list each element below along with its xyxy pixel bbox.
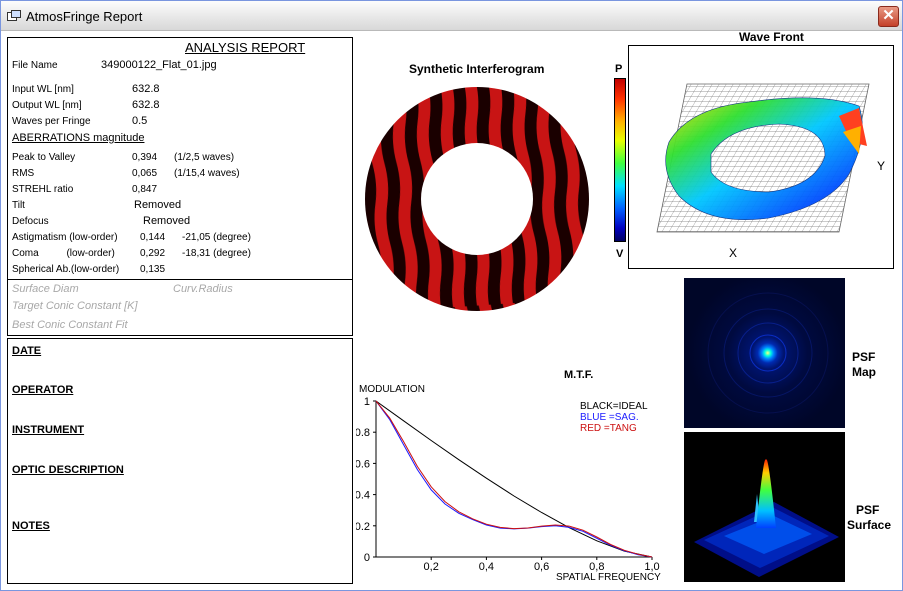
psf-map-image	[684, 278, 845, 428]
interferogram-title: Synthetic Interferogram	[409, 62, 545, 76]
rms-label: RMS	[12, 168, 35, 179]
report-divider	[8, 279, 352, 280]
report-heading: ANALYSIS REPORT	[185, 40, 306, 55]
waves-value: 0.5	[132, 115, 148, 127]
info-panel: DATE OPERATOR INSTRUMENT OPTIC DESCRIPTI…	[7, 338, 353, 584]
input-wl-label: Input WL [nm]	[12, 84, 74, 95]
wavefront-y-label: Y	[877, 159, 885, 173]
mtf-series-tang	[375, 400, 653, 558]
operator-label: OPERATOR	[12, 384, 74, 396]
wavefront-x-label: X	[729, 246, 737, 260]
astig-label: Astigmatism (low-order)	[12, 232, 118, 243]
mtf-y-tick-label: 0.8	[356, 427, 370, 439]
defocus-value: Removed	[143, 215, 191, 227]
app-icon	[7, 10, 21, 21]
wavefront-panel: X Y	[628, 45, 894, 269]
mtf-y-tick-label: 0.4	[356, 490, 370, 502]
mtf-x-tick-label: 0,6	[534, 561, 549, 573]
waves-label: Waves per Fringe	[12, 116, 91, 127]
mtf-x-tick-label: 1,0	[644, 561, 659, 573]
mtf-y-tick-label: 1	[364, 396, 370, 408]
optic-description-label: OPTIC DESCRIPTION	[12, 464, 124, 476]
mtf-legend-entry: RED =TANG	[580, 423, 637, 434]
mtf-x-tick-label: 0,2	[424, 561, 439, 573]
close-icon: ✕	[882, 7, 895, 24]
mtf-title: M.T.F.	[564, 369, 593, 381]
mtf-x-tick-label: 0,8	[589, 561, 604, 573]
psf-surface-label-2: Surface	[847, 518, 892, 532]
coma-degree: -18,31 (degree)	[182, 248, 251, 259]
aberrations-heading: ABERRATIONS magnitude	[12, 132, 145, 144]
mtf-y-axis-label: MODULATION	[359, 384, 425, 395]
analysis-report-panel: ANALYSIS REPORT File Name 349000122_Flat…	[7, 37, 353, 336]
colorbar-bottom-label: V	[616, 248, 624, 260]
colorbar	[614, 78, 626, 242]
rms-value: 0,065	[132, 168, 158, 179]
window-title: AtmosFringe Report	[26, 9, 143, 24]
psf-surface-label-1: PSF	[856, 503, 880, 517]
interferogram-image	[363, 85, 591, 313]
wavefront-title: Wave Front	[739, 30, 804, 44]
output-wl-label: Output WL [nm]	[12, 100, 82, 111]
coma-value: 0,292	[140, 248, 166, 259]
spherical-value: 0,135	[140, 264, 166, 275]
mtf-y-tick-label: 0	[364, 552, 370, 564]
colorbar-top-label: P	[615, 63, 623, 75]
ptv-value: 0,394	[132, 152, 158, 163]
mtf-x-axis-label: SPATIAL FREQUENCY	[556, 572, 661, 583]
strehl-label: STREHL ratio	[12, 184, 74, 195]
psf-surface-image	[684, 432, 845, 582]
curv-radius-label: Curv.Radius	[173, 283, 233, 295]
file-name-value: 349000122_Flat_01.jpg	[101, 59, 217, 71]
ptv-waves: (1/2,5 waves)	[174, 152, 235, 163]
strehl-value: 0,847	[132, 184, 158, 195]
notes-label: NOTES	[12, 520, 50, 532]
target-conic-label: Target Conic Constant [K]	[12, 300, 138, 312]
mtf-legend-entry: BLACK=IDEAL	[580, 401, 648, 412]
fringe-ring	[363, 85, 591, 313]
psf-map-label-2: Map	[852, 365, 876, 379]
best-conic-label: Best Conic Constant Fit	[12, 319, 128, 331]
title-bar[interactable]: AtmosFringe Report ✕	[1, 1, 902, 31]
instrument-label: INSTRUMENT	[12, 424, 85, 436]
rms-waves: (1/15,4 waves)	[174, 168, 240, 179]
mtf-y-tick-label: 0.2	[356, 521, 370, 533]
spherical-label: Spherical Ab.(low-order)	[12, 264, 120, 275]
mtf-y-tick-label: 0.6	[356, 458, 370, 470]
mtf-chart: M.T.F. MODULATION SPATIAL FREQUENCY 0 0.2…	[356, 369, 661, 583]
close-button[interactable]: ✕	[878, 6, 899, 27]
date-label: DATE	[12, 345, 42, 357]
input-wl-value: 632.8	[132, 83, 160, 95]
coma-label: Coma (low-order)	[12, 248, 115, 259]
file-name-label: File Name	[12, 60, 58, 71]
mtf-legend-entry: BLUE =SAG.	[580, 412, 639, 423]
tilt-value: Removed	[134, 199, 182, 211]
defocus-label: Defocus	[12, 216, 49, 227]
surface-diam-label: Surface Diam	[12, 283, 79, 295]
astig-value: 0,144	[140, 232, 166, 243]
astig-degree: -21,05 (degree)	[182, 232, 251, 243]
psf-map-label-1: PSF	[852, 350, 876, 364]
output-wl-value: 632.8	[132, 99, 160, 111]
mtf-series-ideal	[375, 400, 653, 558]
mtf-x-tick-label: 0,4	[479, 561, 494, 573]
ptv-label: Peak to Valley	[12, 152, 76, 163]
wavefront-surface: X Y	[656, 83, 885, 260]
tilt-label: Tilt	[12, 200, 25, 211]
